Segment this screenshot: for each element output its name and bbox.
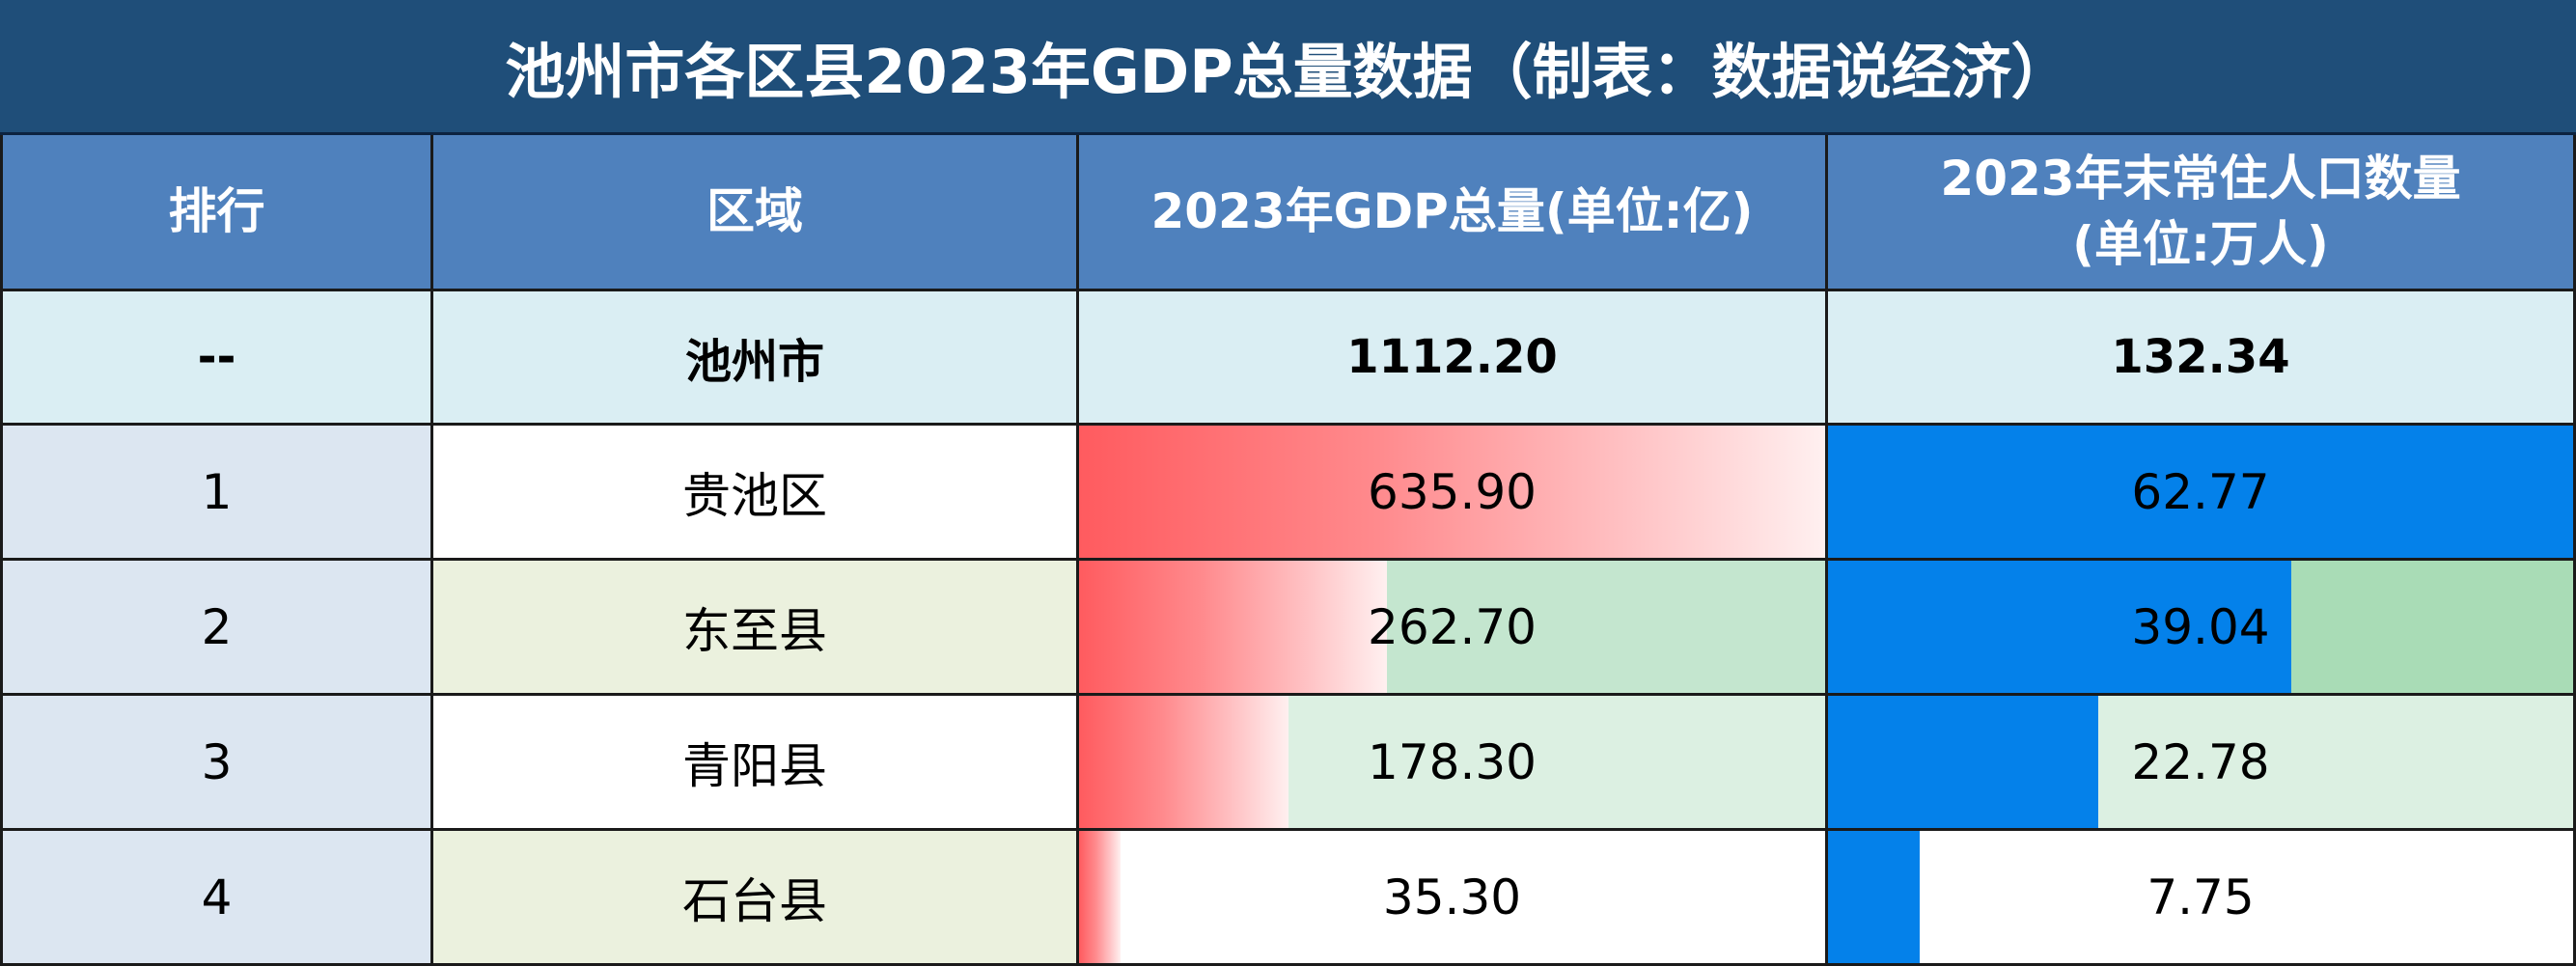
region-cell: 东至县 <box>433 561 1079 696</box>
total-rank: -- <box>0 291 433 426</box>
gdp-bar <box>1079 831 1121 963</box>
pop-bar <box>1828 426 2573 558</box>
region-name: 东至县 <box>682 602 827 659</box>
header-pop: 2023年末常住人口数量 (单位:万人) <box>1828 135 2576 291</box>
header-rank: 排行 <box>0 135 433 291</box>
gdp-bar <box>1079 561 1388 693</box>
rank-cell: 1 <box>0 426 433 561</box>
pop-bar <box>1828 561 2292 693</box>
header-pop-line1: 2023年末常住人口数量 <box>1940 151 2461 207</box>
gdp-value: 262.70 <box>1368 598 1537 655</box>
gdp-cell: 35.30 <box>1079 831 1828 966</box>
table-row: 2 东至县 262.70 39.04 <box>0 561 2576 696</box>
pop-cell: 39.04 <box>1828 561 2576 696</box>
table-row: 1 贵池区 635.90 62.77 <box>0 426 2576 561</box>
total-row: -- 池州市 1112.20 132.34 <box>0 291 2576 426</box>
rank-cell: 3 <box>0 696 433 831</box>
gdp-value: 178.30 <box>1368 733 1537 790</box>
pop-value: 22.78 <box>2131 733 2270 790</box>
rank-value: 4 <box>201 869 233 925</box>
gdp-value: 35.30 <box>1382 869 1522 925</box>
header-pop-line2: (单位:万人) <box>2072 215 2329 272</box>
gdp-bar <box>1079 696 1288 828</box>
gdp-cell: 178.30 <box>1079 696 1828 831</box>
gdp-cell: 635.90 <box>1079 426 1828 561</box>
pop-value: 39.04 <box>2131 598 2270 655</box>
region-name: 青阳县 <box>682 737 827 794</box>
header-gdp: 2023年GDP总量(单位:亿) <box>1079 135 1828 291</box>
pop-value: 62.77 <box>2131 463 2270 520</box>
gdp-cell: 262.70 <box>1079 561 1828 696</box>
rank-value: 3 <box>201 733 233 790</box>
rank-value: 1 <box>201 463 233 520</box>
region-name: 石台县 <box>682 872 827 929</box>
total-region: 池州市 <box>433 291 1079 426</box>
pop-bar <box>1828 696 2099 828</box>
total-gdp: 1112.20 <box>1079 291 1828 426</box>
rank-value: 2 <box>201 598 233 655</box>
table-row: 3 青阳县 178.30 22.78 <box>0 696 2576 831</box>
header-row: 排行 区域 2023年GDP总量(单位:亿) 2023年末常住人口数量 (单位:… <box>0 135 2576 291</box>
rank-cell: 2 <box>0 561 433 696</box>
gdp-bar <box>1079 426 1825 558</box>
pop-bar <box>1828 831 1921 963</box>
region-cell: 石台县 <box>433 831 1079 966</box>
region-cell: 青阳县 <box>433 696 1079 831</box>
pop-cell: 22.78 <box>1828 696 2576 831</box>
gdp-value: 635.90 <box>1368 463 1537 520</box>
pop-cell: 62.77 <box>1828 426 2576 561</box>
table-row: 4 石台县 35.30 7.75 <box>0 831 2576 966</box>
region-name: 贵池区 <box>682 467 827 524</box>
total-pop: 132.34 <box>1828 291 2576 426</box>
table-title: 池州市各区县2023年GDP总量数据（制表：数据说经济） <box>0 0 2576 135</box>
pop-value: 7.75 <box>2147 869 2255 925</box>
rank-cell: 4 <box>0 831 433 966</box>
region-cell: 贵池区 <box>433 426 1079 561</box>
pop-cell: 7.75 <box>1828 831 2576 966</box>
header-region: 区域 <box>433 135 1079 291</box>
